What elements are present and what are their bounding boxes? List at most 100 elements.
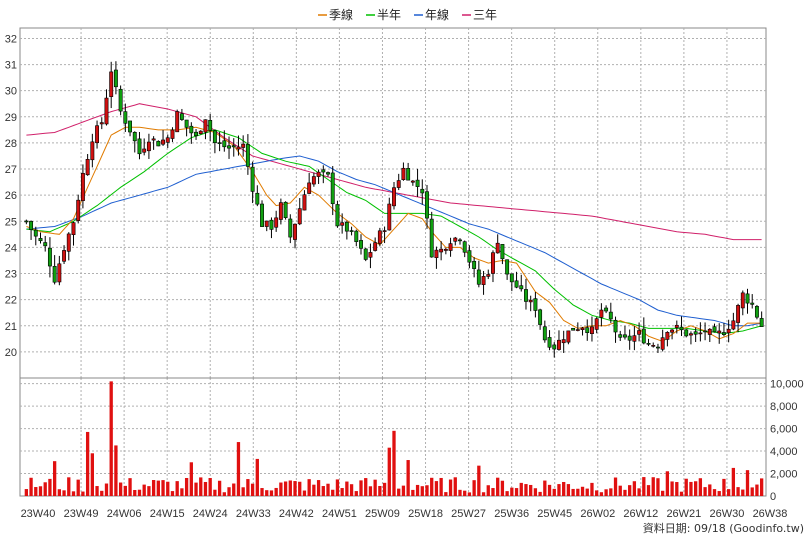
candle-body — [222, 140, 227, 148]
candle-body — [439, 248, 444, 253]
candle-body — [340, 222, 345, 226]
volume-bar — [331, 489, 335, 496]
candle-body — [557, 339, 561, 350]
candle-body — [373, 242, 378, 251]
x-tick-label: 26W02 — [580, 508, 615, 520]
volume-tick-label: 8,000 — [770, 401, 798, 413]
volume-bar — [95, 486, 99, 496]
volume-bar — [298, 481, 302, 496]
candle-body — [458, 239, 462, 242]
candle-body — [335, 204, 340, 227]
volume-bar — [543, 480, 547, 496]
volume-bar — [250, 483, 255, 496]
price-tick-label: 26 — [5, 190, 17, 202]
volume-bar — [71, 491, 76, 496]
candle-body — [76, 199, 81, 221]
price-tick-label: 23 — [5, 269, 17, 281]
x-tick-label: 26W38 — [753, 508, 788, 520]
volume-bar — [486, 485, 490, 496]
volume-bar — [359, 480, 363, 496]
volume-bar — [703, 487, 707, 496]
volume-bar — [118, 482, 123, 496]
candle-body — [759, 318, 764, 327]
volume-bar — [576, 488, 580, 496]
volume-bar — [689, 481, 693, 496]
candle-body — [236, 146, 241, 150]
volume-bar — [430, 477, 434, 496]
candle-body — [387, 203, 392, 231]
candle-body — [80, 173, 85, 201]
legend: 季線 半年 年線 三年 — [318, 7, 497, 22]
volume-bar — [232, 483, 236, 496]
candle-body — [462, 241, 467, 253]
candle-body — [123, 111, 128, 124]
volume-bar — [604, 489, 608, 496]
volume-bar — [444, 492, 448, 496]
candle-body — [359, 240, 363, 249]
candle-body — [241, 143, 246, 148]
candle-body — [363, 248, 368, 260]
volume-bar — [694, 481, 698, 496]
volume-bar — [585, 488, 589, 496]
candle-body — [170, 129, 175, 139]
x-tick-label: 24W15 — [150, 508, 185, 520]
volume-bar — [255, 458, 259, 496]
volume-bar — [750, 487, 754, 496]
candle-body — [43, 242, 48, 247]
candle-body — [486, 274, 491, 277]
volume-bar — [463, 490, 467, 496]
candle-body — [566, 330, 571, 343]
volume-bar — [712, 489, 717, 496]
volume-bar — [580, 486, 585, 496]
volume-bar — [283, 481, 288, 496]
x-tick-label: 23W40 — [21, 508, 56, 520]
candle-body — [434, 249, 439, 258]
volume-bar — [661, 490, 665, 496]
candle-body — [637, 330, 642, 335]
candle-body — [472, 260, 477, 269]
x-tick-label: 23W49 — [64, 508, 99, 520]
volume-bar — [302, 490, 307, 496]
volume-bar — [599, 492, 604, 496]
candle-body — [90, 141, 95, 161]
volume-bar — [364, 478, 368, 496]
price-tick-label: 28 — [5, 138, 17, 150]
candle-body — [590, 326, 594, 335]
volume-bar — [439, 477, 443, 496]
volume-bar — [727, 489, 731, 496]
volume-bar — [736, 487, 740, 496]
volume-bar — [293, 481, 297, 496]
price-tick-label: 21 — [5, 321, 17, 333]
candle-body — [278, 202, 283, 220]
candle-body — [330, 172, 335, 205]
candle-body — [740, 292, 745, 309]
volume-bar — [562, 481, 566, 496]
volume-bar — [453, 477, 457, 496]
volume-bar — [425, 485, 429, 496]
volume-bar — [326, 483, 330, 496]
volume-bar — [269, 490, 274, 496]
volume-bar — [62, 490, 66, 496]
candle-body — [660, 337, 665, 350]
price-tick-label: 32 — [5, 33, 17, 45]
candle-body — [703, 330, 708, 333]
candle-body — [47, 247, 52, 267]
candle-body — [227, 145, 231, 149]
volume-bar — [199, 477, 203, 496]
candle-body — [99, 122, 104, 125]
volume-bar — [467, 492, 472, 496]
volume-bar — [321, 486, 325, 496]
volume-bar — [147, 486, 151, 496]
candle-body — [321, 169, 326, 173]
candle-body — [721, 332, 726, 335]
candle-body — [165, 137, 170, 143]
candle-body — [425, 191, 429, 219]
candle-body — [401, 167, 406, 180]
volume-bar — [137, 489, 142, 496]
volume-bar — [194, 482, 198, 496]
volume-bar — [623, 489, 627, 496]
volume-bar — [679, 491, 684, 496]
candle-body — [684, 329, 689, 337]
volume-bar — [52, 461, 57, 496]
